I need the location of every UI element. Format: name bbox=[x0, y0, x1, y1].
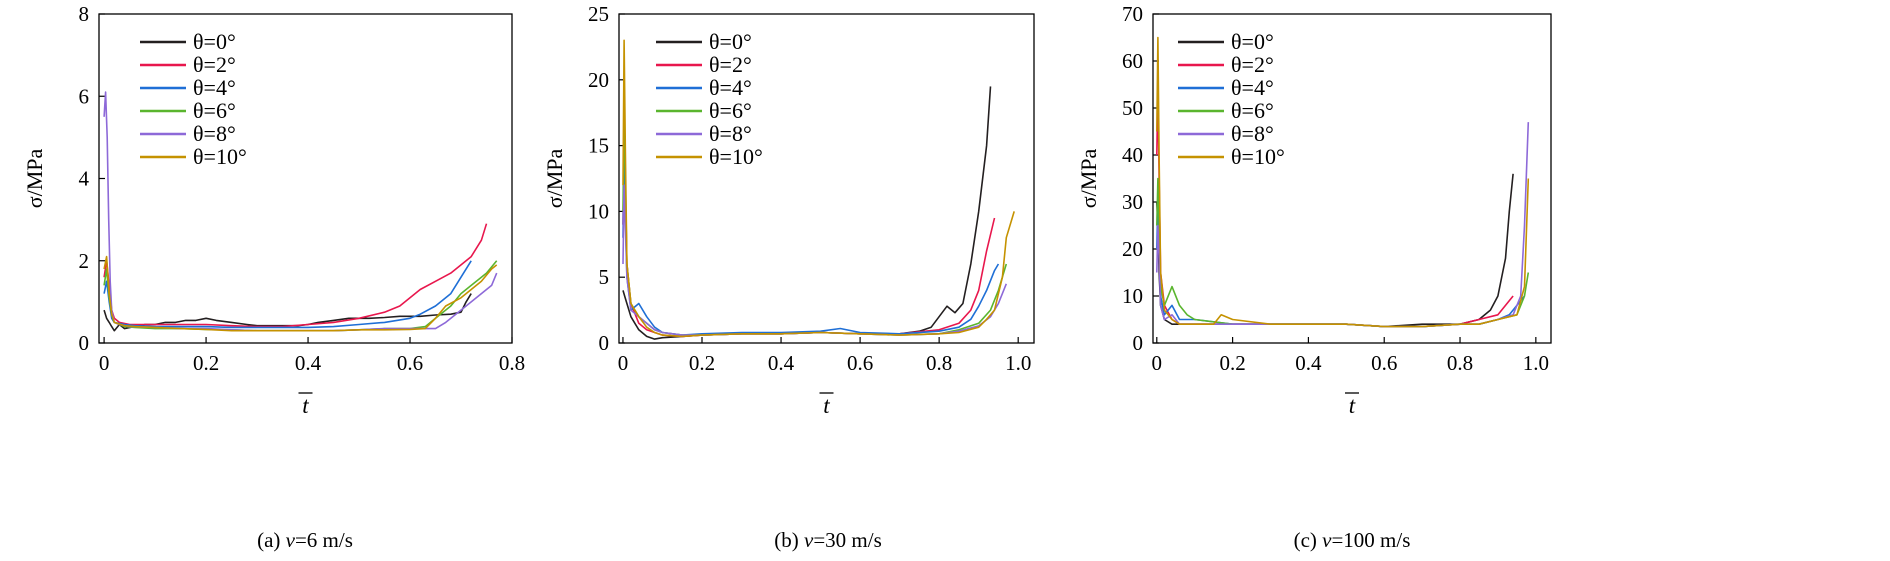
x-tick-label: 0.2 bbox=[193, 351, 219, 375]
series-line-theta-2 bbox=[1156, 83, 1514, 328]
legend-label: θ=8° bbox=[709, 121, 752, 146]
caption-variable: v bbox=[1322, 528, 1332, 552]
y-tick-label: 70 bbox=[1122, 2, 1143, 26]
series-line-theta-0 bbox=[622, 86, 992, 340]
y-tick-label: 8 bbox=[79, 2, 90, 26]
series-line-theta-10 bbox=[103, 255, 498, 332]
legend-label: θ=2° bbox=[193, 52, 236, 77]
series-line-theta-6 bbox=[622, 105, 1008, 336]
y-tick-label: 10 bbox=[588, 199, 609, 223]
legend-label: θ=0° bbox=[709, 29, 752, 54]
y-tick-label: 0 bbox=[1133, 331, 1144, 355]
series-group bbox=[103, 91, 498, 332]
y-tick-label: 40 bbox=[1122, 143, 1143, 167]
y-tick-label: 30 bbox=[1122, 190, 1143, 214]
y-axis-label: σ/MPa bbox=[22, 149, 47, 209]
y-tick-label: 20 bbox=[588, 68, 609, 92]
y-tick-label: 60 bbox=[1122, 49, 1143, 73]
series-line-theta-8 bbox=[1156, 122, 1530, 328]
caption-variable: v bbox=[804, 528, 814, 552]
y-axis-label: σ/MPa bbox=[1076, 149, 1101, 209]
plot-frame bbox=[1152, 13, 1552, 344]
series-group bbox=[622, 39, 1015, 340]
series-line-theta-0 bbox=[103, 293, 472, 332]
series-line-theta-10 bbox=[1156, 36, 1530, 328]
series-line-theta-6 bbox=[1156, 177, 1530, 328]
x-tick-label: 0.2 bbox=[689, 351, 715, 375]
y-tick-label: 0 bbox=[79, 331, 90, 355]
legend-label: θ=0° bbox=[1231, 29, 1274, 54]
x-tick-label: 0.8 bbox=[926, 351, 952, 375]
legend-label: θ=6° bbox=[1231, 98, 1274, 123]
x-tick-label: 0.4 bbox=[295, 351, 322, 375]
legend-label: θ=6° bbox=[193, 98, 236, 123]
legend-label: θ=4° bbox=[193, 75, 236, 100]
legend-label: θ=2° bbox=[709, 52, 752, 77]
legend-label: θ=10° bbox=[193, 144, 247, 169]
legend-label: θ=4° bbox=[709, 75, 752, 100]
x-axis-label: t bbox=[823, 393, 830, 418]
y-tick-label: 10 bbox=[1122, 284, 1143, 308]
caption-value: =6 m/s bbox=[295, 528, 353, 552]
y-tick-label: 50 bbox=[1122, 96, 1143, 120]
caption-prefix: (c) bbox=[1294, 528, 1323, 552]
x-tick-label: 0.6 bbox=[847, 351, 873, 375]
x-tick-label: 0 bbox=[1152, 351, 1163, 375]
series-line-theta-8 bbox=[103, 91, 498, 332]
series-line-theta-4 bbox=[103, 260, 472, 329]
x-tick-label: 1.0 bbox=[1005, 351, 1031, 375]
y-axis-label: σ/MPa bbox=[542, 149, 567, 209]
y-tick-label: 0 bbox=[599, 331, 610, 355]
legend-label: θ=0° bbox=[193, 29, 236, 54]
legend-label: θ=2° bbox=[1231, 52, 1274, 77]
legend-label: θ=8° bbox=[1231, 121, 1274, 146]
caption-value: =30 m/s bbox=[813, 528, 881, 552]
y-tick-label: 4 bbox=[79, 167, 90, 191]
series-group bbox=[1156, 36, 1530, 328]
y-tick-label: 20 bbox=[1122, 237, 1143, 261]
series-line-theta-8 bbox=[622, 184, 1008, 336]
x-tick-label: 0.6 bbox=[1371, 351, 1397, 375]
caption-variable: v bbox=[286, 528, 296, 552]
series-line-theta-2 bbox=[103, 223, 488, 328]
x-tick-label: 0.8 bbox=[499, 351, 525, 375]
legend-label: θ=4° bbox=[1231, 75, 1274, 100]
chart-panel-3: 0 0.2 0.4 0.6 0.8 1.0 0 10 20 30 40 50 60 70 t σ/MPa θ=0… bbox=[1076, 2, 1552, 552]
panel-caption: (a) v=6 m/s bbox=[257, 528, 353, 552]
caption-prefix: (a) bbox=[257, 528, 286, 552]
panel-caption: (b) v=30 m/s bbox=[774, 528, 882, 552]
x-tick-label: 0.6 bbox=[397, 351, 423, 375]
y-tick-label: 5 bbox=[599, 265, 610, 289]
legend-label: θ=10° bbox=[709, 144, 763, 169]
plot-frame bbox=[618, 13, 1035, 344]
series-line-theta-4 bbox=[1156, 201, 1526, 328]
x-tick-label: 0.4 bbox=[1295, 351, 1322, 375]
panel-caption: (c) v=100 m/s bbox=[1294, 528, 1411, 552]
x-axis-label: t bbox=[302, 393, 309, 418]
series-line-theta-10 bbox=[622, 39, 1015, 338]
x-tick-label: 0.2 bbox=[1219, 351, 1245, 375]
series-line-theta-4 bbox=[622, 158, 1000, 336]
series-line-theta-2 bbox=[622, 131, 996, 338]
x-tick-label: 1.0 bbox=[1523, 351, 1549, 375]
legend-label: θ=6° bbox=[709, 98, 752, 123]
y-tick-label: 6 bbox=[79, 84, 90, 108]
series-line-theta-6 bbox=[103, 260, 498, 332]
x-axis-label: t bbox=[1349, 393, 1356, 418]
legend-label: θ=8° bbox=[193, 121, 236, 146]
series-line-theta-0 bbox=[1156, 173, 1514, 328]
y-tick-label: 15 bbox=[588, 134, 609, 158]
chart-panel-2: 0 0.2 0.4 0.6 0.8 1.0 0 5 10 15 20 25 t σ/MPa θ=0°θ=2°… bbox=[542, 2, 1035, 552]
y-tick-label: 25 bbox=[588, 2, 609, 26]
x-tick-label: 0 bbox=[618, 351, 629, 375]
y-tick-label: 2 bbox=[79, 249, 90, 273]
chart-panel-1: 0 0.2 0.4 0.6 0.8 0 2 4 6 8 t σ/MPa θ=0°θ=2°θ=4°θ=6°… bbox=[22, 2, 525, 552]
x-tick-label: 0.8 bbox=[1447, 351, 1473, 375]
caption-prefix: (b) bbox=[774, 528, 804, 552]
legend-label: θ=10° bbox=[1231, 144, 1285, 169]
x-tick-label: 0 bbox=[99, 351, 110, 375]
x-tick-label: 0.4 bbox=[768, 351, 795, 375]
caption-value: =100 m/s bbox=[1331, 528, 1410, 552]
